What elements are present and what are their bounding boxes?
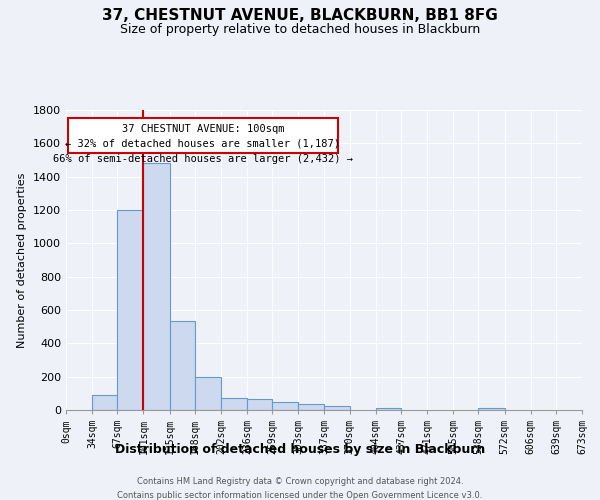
- Bar: [143, 164, 170, 410]
- Bar: [376, 408, 401, 410]
- Bar: [247, 399, 272, 410]
- Bar: [325, 406, 350, 410]
- Text: 37 CHESTNUT AVENUE: 100sqm: 37 CHESTNUT AVENUE: 100sqm: [122, 124, 284, 134]
- Bar: [92, 395, 118, 410]
- Bar: [170, 321, 195, 410]
- Text: 66% of semi-detached houses are larger (2,432) →: 66% of semi-detached houses are larger (…: [53, 154, 353, 164]
- Text: Size of property relative to detached houses in Blackburn: Size of property relative to detached ho…: [120, 22, 480, 36]
- Text: Contains public sector information licensed under the Open Government Licence v3: Contains public sector information licen…: [118, 491, 482, 500]
- Bar: [272, 402, 298, 410]
- FancyBboxPatch shape: [68, 118, 338, 154]
- Text: 37, CHESTNUT AVENUE, BLACKBURN, BB1 8FG: 37, CHESTNUT AVENUE, BLACKBURN, BB1 8FG: [102, 8, 498, 22]
- Text: Distribution of detached houses by size in Blackburn: Distribution of detached houses by size …: [115, 442, 485, 456]
- Text: ← 32% of detached houses are smaller (1,187): ← 32% of detached houses are smaller (1,…: [65, 138, 340, 148]
- Text: Contains HM Land Registry data © Crown copyright and database right 2024.: Contains HM Land Registry data © Crown c…: [137, 478, 463, 486]
- Bar: [195, 376, 221, 410]
- Bar: [478, 408, 505, 410]
- Y-axis label: Number of detached properties: Number of detached properties: [17, 172, 28, 348]
- Bar: [221, 398, 247, 410]
- Bar: [298, 404, 325, 410]
- Bar: [118, 210, 143, 410]
